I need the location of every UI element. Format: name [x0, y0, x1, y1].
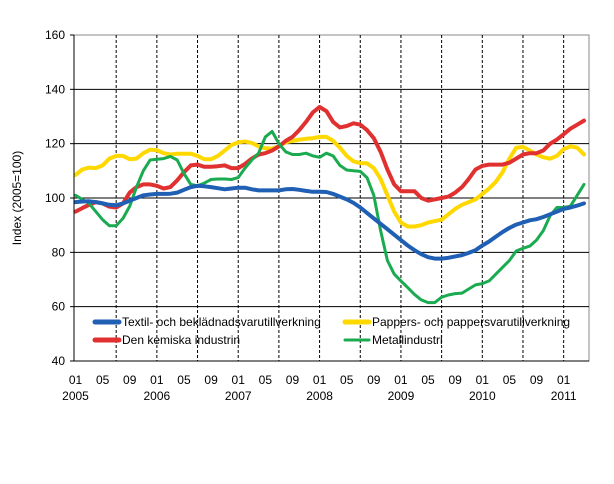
y-tick-label: 100 — [45, 191, 65, 205]
x-tick-label-month: 05 — [421, 373, 435, 387]
x-tick-label-month: 09 — [204, 373, 218, 387]
series-line-4 — [74, 129, 586, 305]
y-tick-label: 80 — [52, 245, 66, 259]
x-tick-label-month: 01 — [557, 373, 571, 387]
legend-label: Metallindustri — [372, 333, 443, 347]
legend-label: Pappers- och pappersvarutillverkning — [372, 315, 570, 329]
x-tick-label-month: 05 — [259, 373, 273, 387]
x-tick-label-month: 01 — [394, 373, 408, 387]
x-tick-label-month: 05 — [340, 373, 354, 387]
x-tick-label-month: 09 — [367, 373, 381, 387]
x-tick-label-year: 2007 — [225, 389, 252, 403]
y-tick-label: 60 — [52, 300, 66, 314]
grid — [73, 34, 590, 362]
y-tick-label: 160 — [45, 28, 65, 42]
x-tick-label-year: 2008 — [306, 389, 333, 403]
x-tick-label-month: 05 — [177, 373, 191, 387]
x-tick-label-month: 01 — [313, 373, 327, 387]
x-tick-label-month: 01 — [69, 373, 83, 387]
series-line-3 — [73, 105, 586, 214]
legend-label: Den kemiska industrin — [122, 333, 240, 347]
y-tick-label: 140 — [45, 82, 65, 96]
x-tick-label-month: 01 — [232, 373, 246, 387]
y-tick-label: 120 — [45, 137, 65, 151]
y-axis-label: Index (2005=100) — [10, 151, 24, 245]
x-tick-label-month: 09 — [123, 373, 137, 387]
x-tick-label-year: 2010 — [469, 389, 496, 403]
legend-label: Textil- och beklädnadsvarutillverkning — [122, 315, 321, 329]
series-line-1 — [73, 183, 586, 261]
x-tick-label-month: 09 — [530, 373, 544, 387]
x-tick-label-month: 01 — [476, 373, 490, 387]
x-tick-label-year: 2005 — [62, 389, 89, 403]
series-lines — [73, 105, 586, 305]
x-tick-label-year: 2011 — [551, 389, 577, 403]
x-tick-label-month: 01 — [150, 373, 164, 387]
x-tick-label-year: 2006 — [144, 389, 171, 403]
series-line-2 — [73, 134, 586, 229]
x-tick-label-month: 09 — [286, 373, 300, 387]
y-tick-label: 40 — [52, 354, 66, 368]
axes: 40 60 80 100 120 140 160 01 05 09 01 05 09 01 05 09 01 05… — [45, 28, 589, 403]
legend: Textil- och beklädnadsvarutillverkning Pa… — [92, 315, 570, 347]
x-tick-label-year: 2009 — [388, 389, 415, 403]
x-tick-label-month: 05 — [503, 373, 517, 387]
x-tick-label-month: 05 — [96, 373, 110, 387]
x-tick-label-month: 09 — [449, 373, 463, 387]
